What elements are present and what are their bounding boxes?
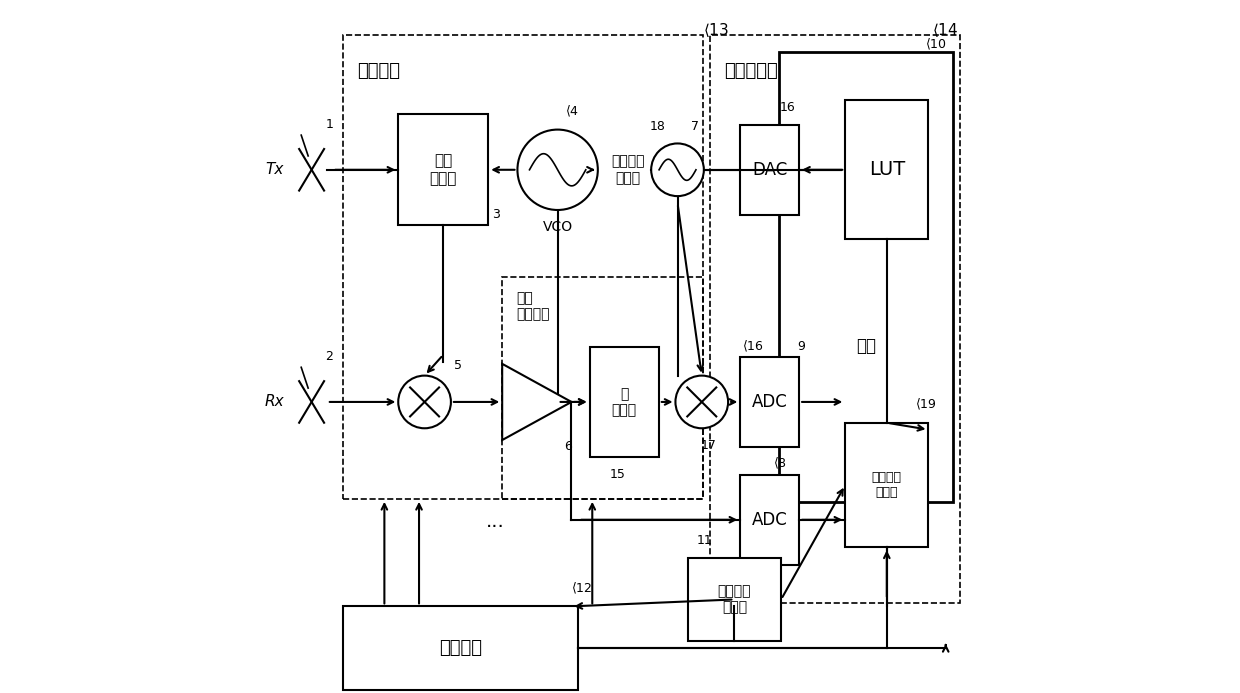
- Text: $\langle$13: $\langle$13: [703, 21, 729, 39]
- Circle shape: [398, 376, 451, 428]
- FancyBboxPatch shape: [740, 475, 799, 565]
- Text: $\langle$8: $\langle$8: [774, 456, 787, 471]
- Text: 18: 18: [650, 120, 666, 132]
- FancyBboxPatch shape: [846, 423, 929, 547]
- Text: ADC: ADC: [751, 511, 787, 529]
- Text: 功率
分配器: 功率 分配器: [429, 154, 458, 186]
- Text: 3: 3: [492, 209, 500, 221]
- Text: 17: 17: [701, 439, 717, 452]
- Text: ADC: ADC: [751, 393, 787, 411]
- Polygon shape: [502, 364, 572, 440]
- Text: $\langle$16: $\langle$16: [742, 338, 764, 353]
- Text: $\langle$14: $\langle$14: [931, 21, 959, 39]
- Text: Rx: Rx: [264, 394, 284, 410]
- Text: 基准频率
发生器: 基准频率 发生器: [611, 155, 645, 185]
- FancyBboxPatch shape: [687, 558, 781, 641]
- Circle shape: [651, 143, 704, 196]
- Text: $\langle$4: $\langle$4: [564, 104, 579, 119]
- Text: 5: 5: [454, 359, 463, 371]
- Text: 7: 7: [692, 120, 699, 132]
- FancyBboxPatch shape: [740, 357, 799, 447]
- Text: 6: 6: [564, 441, 573, 453]
- Text: 微机: 微机: [856, 337, 875, 356]
- FancyBboxPatch shape: [740, 125, 799, 215]
- FancyBboxPatch shape: [589, 346, 658, 457]
- Text: 16: 16: [780, 101, 796, 114]
- FancyBboxPatch shape: [342, 606, 578, 690]
- Text: 高频电路: 高频电路: [357, 62, 399, 80]
- Text: 非易失性
存储器: 非易失性 存储器: [872, 471, 901, 499]
- Text: 基带
放大电路: 基带 放大电路: [516, 291, 549, 322]
- Text: VCO: VCO: [543, 220, 573, 234]
- Text: Tx: Tx: [265, 162, 284, 177]
- FancyBboxPatch shape: [780, 52, 952, 502]
- Text: 2: 2: [325, 351, 334, 363]
- FancyBboxPatch shape: [846, 100, 929, 239]
- Text: 信号处理部: 信号处理部: [724, 62, 777, 80]
- Text: $\langle$10: $\langle$10: [925, 37, 947, 52]
- Text: DAC: DAC: [753, 161, 787, 179]
- Text: 15: 15: [609, 468, 625, 481]
- Text: $\langle$19: $\langle$19: [915, 397, 936, 412]
- Text: 11: 11: [696, 534, 712, 547]
- Text: 预
分频器: 预 分频器: [611, 387, 636, 417]
- Text: 控制电路: 控制电路: [439, 639, 482, 657]
- Text: $\langle$12: $\langle$12: [572, 581, 593, 596]
- Text: 9: 9: [797, 340, 805, 353]
- Circle shape: [517, 130, 598, 210]
- Text: ...: ...: [486, 511, 505, 531]
- Circle shape: [676, 376, 728, 428]
- Text: LUT: LUT: [869, 160, 905, 179]
- Text: 周围温度
监视器: 周围温度 监视器: [718, 584, 751, 615]
- FancyBboxPatch shape: [398, 114, 489, 225]
- Text: 1: 1: [325, 119, 334, 131]
